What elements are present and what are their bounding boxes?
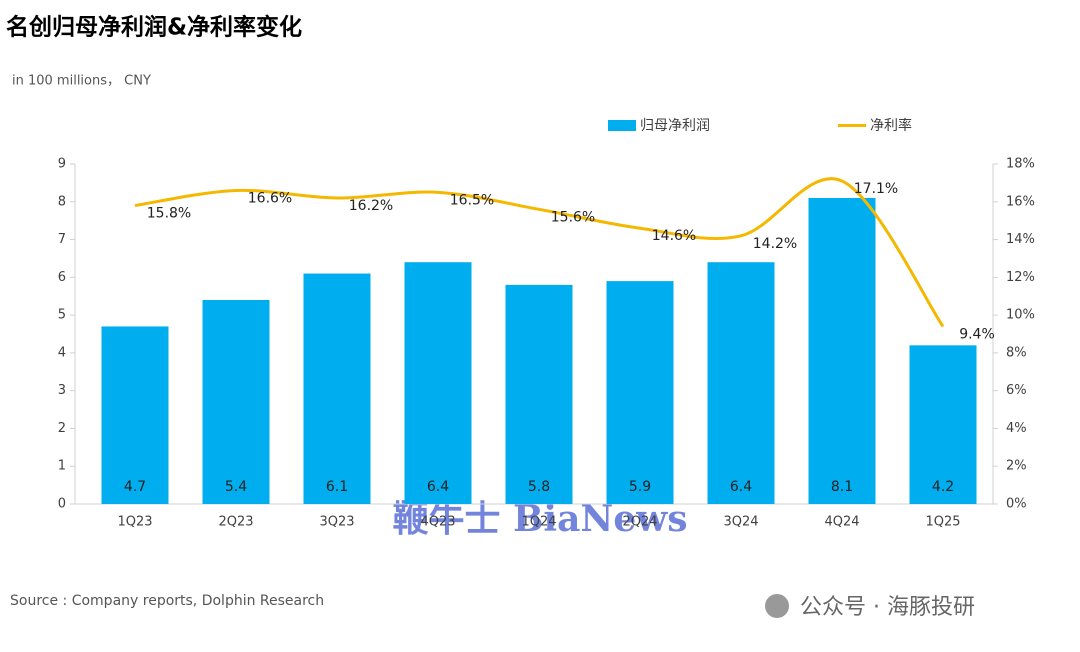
legend-label: 归母净利润 <box>640 117 710 134</box>
bar <box>606 281 674 504</box>
wechat-icon <box>765 594 789 618</box>
bar <box>101 326 169 504</box>
bar-value-label: 5.8 <box>528 479 550 495</box>
line <box>134 177 945 328</box>
y-tick-label: 6 <box>58 270 66 285</box>
footer-text: 公众号 · 海豚投研 <box>800 595 975 620</box>
bar <box>404 262 472 504</box>
line-value-label: 17.1% <box>854 181 898 197</box>
bar-value-label: 8.1 <box>831 479 853 495</box>
x-tick-label: 4Q24 <box>824 515 859 530</box>
y2-tick-label: 0% <box>1006 497 1027 512</box>
bar-value-label: 6.4 <box>427 479 449 495</box>
line-value-label: 14.2% <box>753 236 797 252</box>
y2-tick-label: 10% <box>1006 308 1035 323</box>
bar <box>909 345 977 504</box>
bar-value-label: 4.7 <box>124 479 146 495</box>
y-tick-label: 9 <box>58 157 66 172</box>
y2-tick-label: 12% <box>1006 270 1035 285</box>
x-tick-label: 1Q23 <box>117 515 152 530</box>
line-value-label: 16.2% <box>349 198 393 214</box>
line-value-label: 16.5% <box>450 192 494 208</box>
bar-value-label: 6.1 <box>326 479 348 495</box>
y-tick-label: 7 <box>58 232 66 247</box>
bar <box>707 262 775 504</box>
y2-tick-label: 18% <box>1006 157 1035 172</box>
bar <box>505 284 573 504</box>
x-tick-label: 4Q23 <box>420 515 455 530</box>
chart-title: 名创归母净利润&净利率变化 <box>6 14 302 41</box>
y2-tick-label: 6% <box>1006 383 1027 398</box>
x-tick-label: 3Q24 <box>723 515 758 530</box>
source-note: Source : Company reports, Dolphin Resear… <box>10 593 324 609</box>
y-tick-label: 4 <box>58 345 66 360</box>
y-tick-label: 5 <box>58 308 66 323</box>
x-tick-label: 2Q23 <box>218 515 253 530</box>
bar-value-label: 5.4 <box>225 479 247 495</box>
bar <box>202 300 270 504</box>
bar <box>303 273 371 504</box>
y2-tick-label: 4% <box>1006 421 1027 436</box>
x-tick-label: 3Q23 <box>319 515 354 530</box>
y-tick-label: 1 <box>58 459 66 474</box>
watermark: 鞭牛士 BiaNews <box>392 498 687 540</box>
y-tick-label: 2 <box>58 421 66 436</box>
bar-value-label: 6.4 <box>730 479 752 495</box>
line-value-label: 9.4% <box>959 326 995 342</box>
y-tick-label: 3 <box>58 383 66 398</box>
legend-label: 净利率 <box>870 117 912 134</box>
y2-tick-label: 8% <box>1006 345 1027 360</box>
x-tick-label: 1Q25 <box>925 515 960 530</box>
legend-swatch <box>608 120 636 131</box>
line-value-label: 15.8% <box>147 206 191 222</box>
line-value-label: 14.6% <box>652 228 696 244</box>
bar-value-label: 4.2 <box>932 479 954 495</box>
bar <box>808 198 876 504</box>
y-tick-label: 8 <box>58 194 66 209</box>
line-value-label: 16.6% <box>248 190 292 206</box>
y-tick-label: 0 <box>58 497 66 512</box>
y2-tick-label: 2% <box>1006 459 1027 474</box>
line-value-label: 15.6% <box>551 209 595 225</box>
y2-tick-label: 16% <box>1006 194 1035 209</box>
bar-value-label: 5.9 <box>629 479 651 495</box>
y2-tick-label: 14% <box>1006 232 1035 247</box>
x-tick-label: 2Q24 <box>622 515 657 530</box>
x-tick-label: 1Q24 <box>521 515 556 530</box>
unit-label: in 100 millions， CNY <box>12 74 151 89</box>
